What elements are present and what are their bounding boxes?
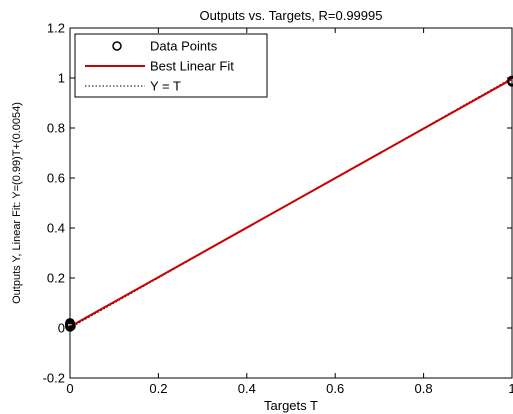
y-tick-label: -0.2 <box>43 371 65 386</box>
y-tick-label: 0 <box>58 321 65 336</box>
x-tick-label: 0.2 <box>149 381 167 396</box>
y-tick-label: 0.6 <box>47 171 65 186</box>
data-point <box>507 76 513 87</box>
series-layer <box>65 75 513 332</box>
legend: Data Points Best Linear Fit Y = T <box>74 33 268 98</box>
x-tick-label: 0 <box>66 381 73 396</box>
y-tick-label: 0.8 <box>47 121 65 136</box>
y-tick-label: 1 <box>58 71 65 86</box>
y-tick-label: 0.2 <box>47 271 65 286</box>
legend-entry-data-points: Data Points <box>150 39 218 54</box>
axis-ticks: 0 0.2 0.4 0.6 0.8 1-0.200.20.40.60.811.2 <box>43 21 513 397</box>
y-tick-label: 0.4 <box>47 221 65 236</box>
y-tick-label: 1.2 <box>47 21 65 36</box>
y-axis-label: Outputs Y, Linear Fit: Y=(0.99)T+(0.0054… <box>11 102 23 304</box>
legend-marker-circle <box>112 41 122 51</box>
x-tick-label: 1 <box>508 381 513 396</box>
x-tick-label: 0.4 <box>238 381 256 396</box>
legend-entry-y-equals-t: Y = T <box>150 79 181 94</box>
chart-title: Outputs vs. Targets, R=0.99995 <box>200 8 383 23</box>
best-fit-line <box>69 78 513 328</box>
x-tick-label: 0.8 <box>415 381 433 396</box>
x-axis-label: Targets T <box>264 398 318 413</box>
data-point <box>65 321 76 331</box>
x-tick-label: 0.6 <box>326 381 344 396</box>
legend-entry-best-fit: Best Linear Fit <box>150 59 234 74</box>
